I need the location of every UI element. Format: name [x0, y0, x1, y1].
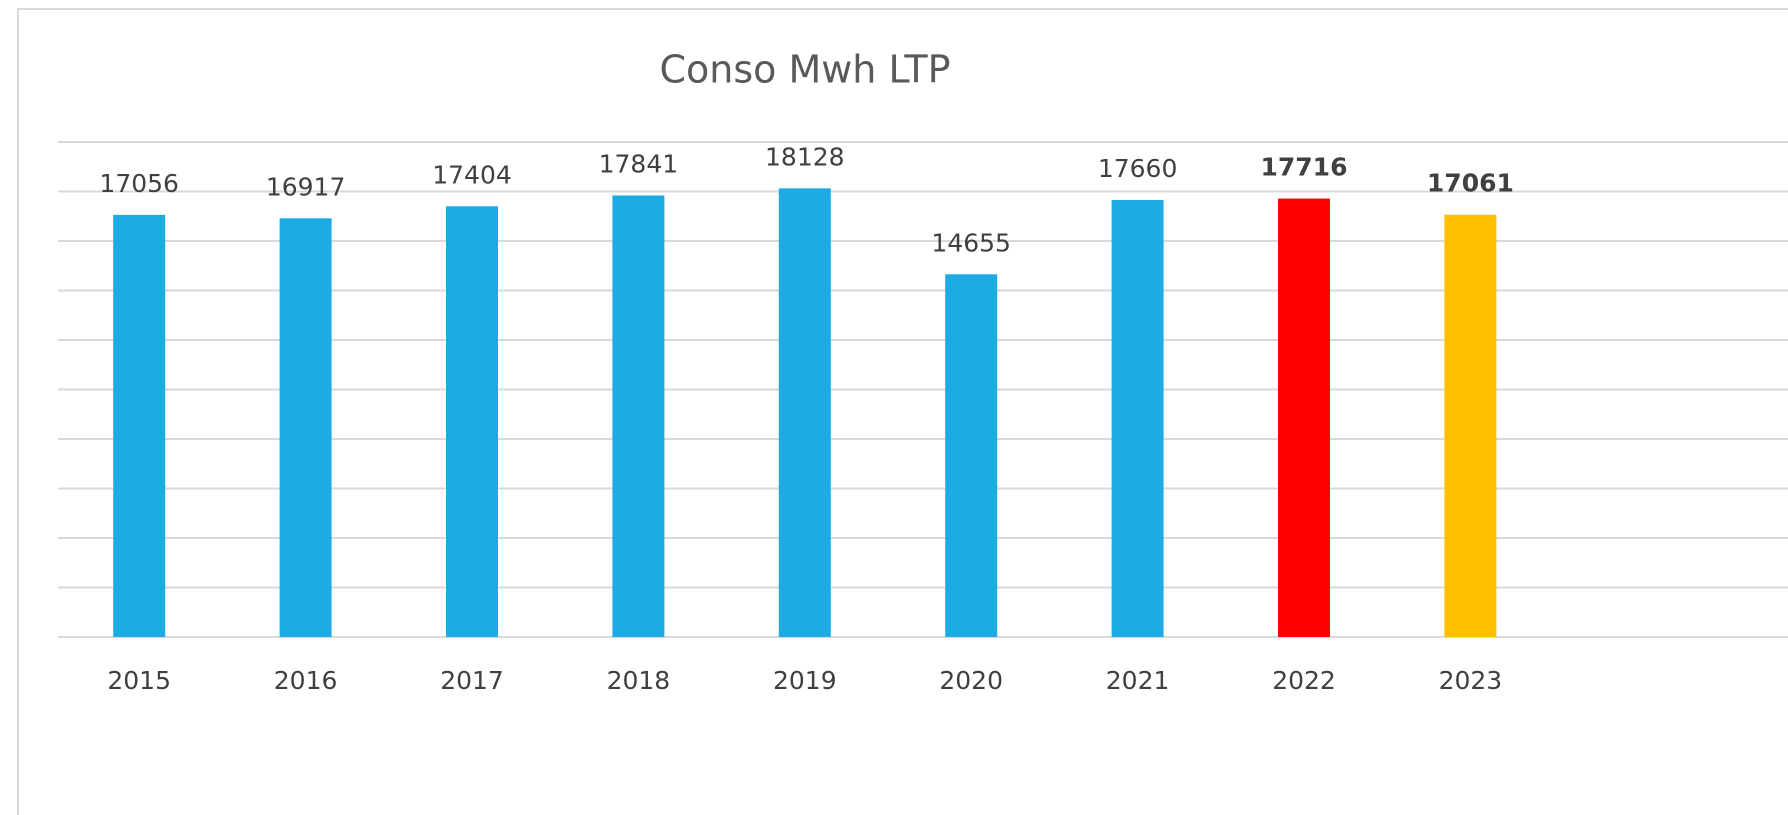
x-tick-label: 2016 [274, 666, 338, 695]
x-tick-label: 2022 [1272, 666, 1336, 695]
bar [778, 188, 831, 637]
bar [1111, 199, 1164, 638]
x-tick-label: 2021 [1106, 666, 1170, 695]
bar [113, 214, 166, 637]
bar [1444, 214, 1497, 638]
value-label: 17061 [1427, 169, 1514, 198]
x-tick-label: 2018 [607, 666, 671, 695]
value-label: 17841 [599, 149, 679, 178]
x-tick-label: 2023 [1439, 666, 1503, 695]
value-label: 17404 [432, 160, 512, 189]
value-label: 17056 [99, 169, 179, 198]
bar [945, 274, 998, 637]
bar [612, 195, 665, 638]
value-label: 18128 [765, 142, 845, 171]
value-label: 17660 [1098, 154, 1178, 183]
bar [446, 206, 498, 637]
value-label: 14655 [931, 228, 1011, 257]
value-label: 16917 [266, 172, 346, 201]
value-label: 17716 [1261, 153, 1348, 182]
x-tick-label: 2020 [939, 666, 1003, 695]
x-tick-label: 2017 [440, 666, 504, 695]
chart-title: Conso Mwh LTP [659, 48, 950, 92]
x-tick-label: 2019 [773, 666, 837, 695]
bar [1278, 198, 1330, 638]
bar [279, 218, 332, 637]
x-tick-label: 2015 [107, 666, 171, 695]
